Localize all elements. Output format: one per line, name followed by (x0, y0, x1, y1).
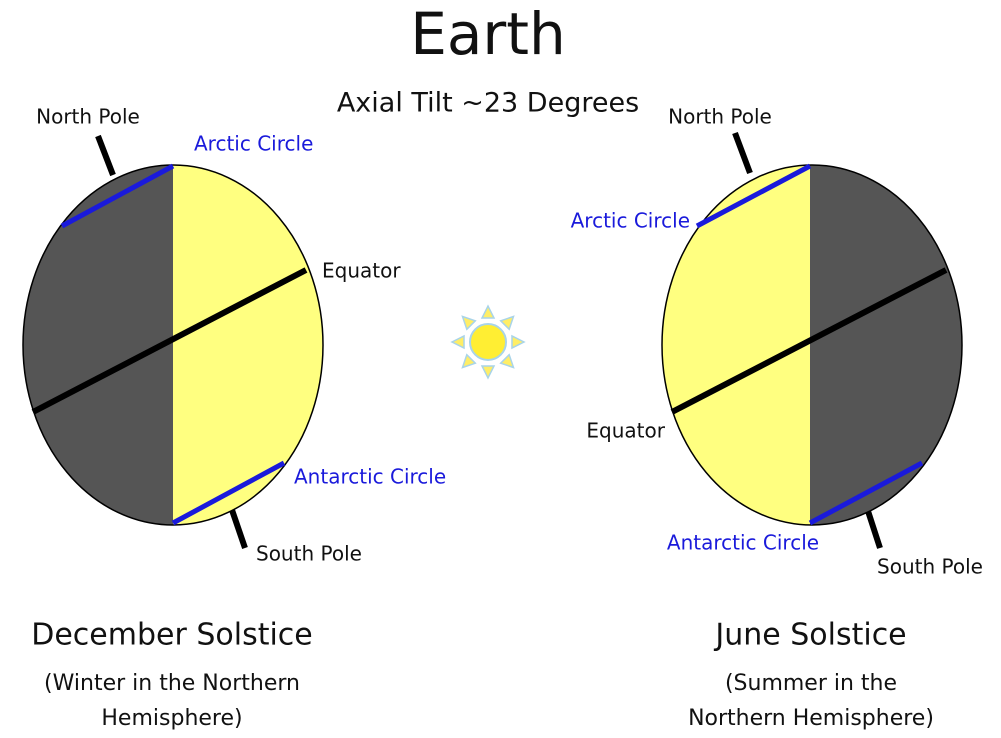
caption: December Solstice (31, 618, 313, 653)
axis-south (867, 508, 880, 548)
night-side (20, 160, 173, 530)
label: Antarctic Circle (294, 465, 446, 489)
axis-south (232, 510, 245, 548)
label: Antarctic Circle (667, 531, 819, 555)
diagram: Earth Axial Tilt ~23 Degrees North Pole … (0, 0, 1001, 738)
note: Northern Hemisphere) (688, 706, 934, 731)
sun-ray (463, 317, 476, 330)
label: North Pole (668, 105, 772, 129)
note: Hemisphere) (101, 706, 242, 731)
label: South Pole (256, 542, 362, 566)
caption: June Solstice (713, 618, 906, 653)
axis-north (735, 133, 750, 173)
sun-disc (470, 324, 506, 360)
label: Equator (322, 259, 401, 283)
earth-december (20, 136, 328, 548)
subtitle: Axial Tilt ~23 Degrees (337, 88, 639, 119)
title: Earth (410, 0, 566, 68)
night-side (810, 160, 966, 530)
sun-ray (482, 366, 494, 378)
sun-ray (501, 317, 514, 330)
sun-ray (463, 355, 476, 368)
sun-ray (512, 336, 524, 348)
sun-ray (452, 336, 464, 348)
sun-ray (501, 355, 514, 368)
axis-north (98, 136, 113, 175)
label: Equator (586, 419, 665, 443)
label: North Pole (36, 105, 140, 129)
note: (Summer in the (725, 671, 897, 696)
earth-june (660, 133, 966, 548)
label: Arctic Circle (571, 209, 690, 233)
sun (452, 306, 524, 378)
sun-ray (482, 306, 494, 318)
label: South Pole (877, 555, 983, 579)
label: Arctic Circle (194, 132, 313, 156)
note: (Winter in the Northern (44, 671, 300, 696)
